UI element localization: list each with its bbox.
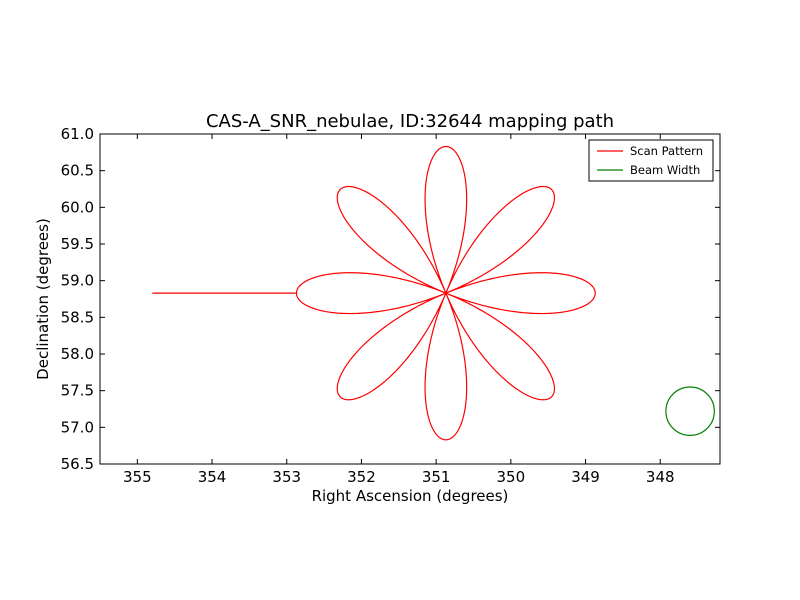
axes-frame bbox=[99, 133, 721, 465]
x-tick-label: 352 bbox=[347, 468, 376, 486]
x-tick-label: 349 bbox=[571, 468, 600, 486]
y-tick-label: 57.5 bbox=[61, 382, 94, 400]
y-tick-label: 61.0 bbox=[61, 125, 94, 143]
y-tick-label: 59.0 bbox=[61, 272, 94, 290]
beam-width-circle bbox=[665, 386, 715, 437]
plot-area bbox=[152, 145, 715, 441]
legend-label-scan-pattern: Scan Pattern bbox=[630, 144, 703, 158]
legend: Scan Pattern Beam Width bbox=[588, 139, 714, 182]
scan-pattern-line bbox=[152, 145, 596, 441]
y-tick-label: 60.0 bbox=[61, 198, 94, 216]
y-tick-label: 60.5 bbox=[61, 162, 94, 180]
x-axis-title: Right Ascension (degrees) bbox=[312, 487, 509, 505]
x-tick-label: 353 bbox=[272, 468, 301, 486]
y-tick-label: 58.0 bbox=[61, 345, 94, 363]
y-tick-label: 57.0 bbox=[61, 418, 94, 436]
x-tick-label: 354 bbox=[198, 468, 227, 486]
legend-box bbox=[588, 139, 714, 182]
y-tick-label: 56.5 bbox=[61, 455, 94, 473]
legend-label-beam-width: Beam Width bbox=[630, 163, 700, 177]
x-tick-label: 355 bbox=[123, 468, 152, 486]
y-axis: 56.5 57.0 57.5 58.0 58.5 59.0 59.5 60.0 60.5 61.0 bbox=[61, 125, 720, 473]
x-axis: 355 354 353 352 351 350 349 348 bbox=[123, 134, 675, 486]
x-tick-label: 348 bbox=[646, 468, 675, 486]
y-tick-label: 58.5 bbox=[61, 308, 94, 326]
y-axis-title: Declination (degrees) bbox=[34, 218, 52, 380]
chart-title: CAS-A_SNR_nebulae, ID:32644 mapping path bbox=[206, 111, 614, 132]
x-tick-label: 350 bbox=[497, 468, 526, 486]
x-tick-label: 351 bbox=[422, 468, 451, 486]
y-tick-label: 59.5 bbox=[61, 235, 94, 253]
